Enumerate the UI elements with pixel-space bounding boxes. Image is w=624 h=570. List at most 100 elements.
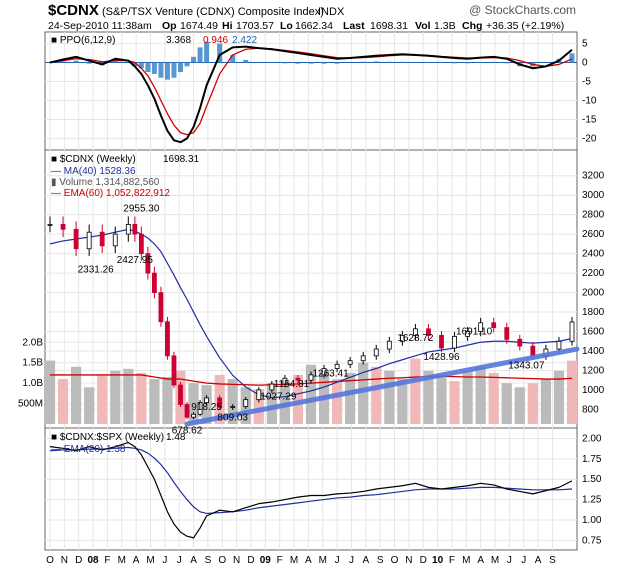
price-candle [452,335,457,349]
last-value: 1698.31 [370,20,408,32]
x-tick-label: N [233,555,240,566]
x-tick-label: N [405,555,412,566]
ppo-histogram-bar [230,54,236,63]
price-candle [308,374,314,381]
price-annotation: 2955.30 [123,204,160,215]
price-candle [73,228,79,250]
x-tick-label: J [507,555,512,566]
price-annotation: 918.25 [191,402,222,413]
volume-bar [188,383,199,424]
volume-tick-label: 1.5B [22,358,43,369]
x-axis: O N D 08 F M A M J J A S O N D 09 F M A M J J A S O N D 10 F M A M J J A S5… [18,39,605,566]
x-tick-label: A [305,555,312,566]
ppo-histogram-bar [171,62,177,78]
volume-bar [475,366,486,424]
ppo-tick-label: -20 [582,133,597,144]
volume-bar [123,368,134,424]
x-tick-label: J [335,555,340,566]
ppo-histogram-bar [112,60,118,63]
volume-bar [253,389,264,424]
volume-bar [423,370,434,424]
price-legend-name: ■ $CDNX (Weekly) [51,154,136,165]
x-tick-label: S [377,555,384,566]
volume-bar [488,372,499,424]
ppo-tick-label: -10 [582,95,597,106]
price-candle [399,335,405,342]
volume-bar [71,366,82,424]
ppo-legend-hist: 2.422 [232,35,257,46]
x-tick-label: A [477,555,484,566]
x-tick-label: 10 [432,555,444,566]
price-candle [347,360,353,365]
volume-bar [345,372,356,424]
price-tick-label: 1800 [582,307,605,318]
volume-tick-label: 2.0B [22,337,43,348]
volume-bar [358,362,369,424]
x-tick-label: M [462,555,470,566]
ppo-histogram-bar [504,62,510,64]
x-tick-label: D [75,555,82,566]
price-tick-label: 2400 [582,249,605,260]
ratio-tick-label: 1.75 [582,454,602,465]
volume-bar [553,370,565,424]
ppo-histogram-bar [569,53,575,63]
index-name: (S&P/TSX Venture (CDNX) Composite Index) [102,6,324,18]
ratio-ema-legend: — EMA(20) 1.38 [51,444,126,455]
x-tick-label: D [420,555,427,566]
price-candle [256,389,262,401]
price-annotation: 1027.29 [260,391,297,402]
price-tick-label: 2600 [582,229,605,240]
vol-label: Vol [415,20,431,32]
price-candle [439,335,444,349]
ppo-histogram-bar [243,59,249,63]
symbol: $CDNX [48,2,99,19]
ratio-ema20-line [49,446,573,515]
ma40-line [49,228,573,399]
ppo-histogram-bar [334,62,340,64]
price-candle [151,272,157,293]
x-tick-label: M [491,555,499,566]
price-candle [491,322,497,329]
price-tick-label: 2200 [582,268,605,279]
price-candle [517,338,523,347]
price-candle [569,321,575,342]
open-value: 1674.49 [180,20,218,32]
x-tick-label: A [133,555,140,566]
volume-bar [371,366,382,424]
price-candle [230,406,236,408]
ratio-legend-value: 1.48 [166,432,186,443]
x-tick-label: F [449,555,455,566]
ppo-histogram-bar [191,56,197,63]
volume-bar [449,381,460,424]
price-annotation: 2331.26 [78,264,115,275]
low-label: Lo [280,20,293,32]
price-annotation: 809.03 [217,413,248,424]
price-candle [112,233,118,247]
volume-bar [410,358,421,424]
price-tick-label: 2800 [582,210,605,221]
volume-bar [514,387,525,424]
ppo-histogram-bar [295,62,301,64]
price-candle [132,224,138,235]
price-candle [138,233,144,255]
ppo-tick-label: -15 [582,114,597,125]
ppo-histogram-bar [151,62,157,74]
price-candle [426,328,431,336]
price-candle [556,340,562,350]
ppo-histogram-bar [465,62,471,64]
ppo-histogram-bar [138,62,144,69]
price-annotation: 2427.95 [117,255,154,266]
low-value: 1662.34 [295,20,333,32]
price-tick-label: 800 [582,404,599,415]
ppo-histogram-bar [158,62,164,78]
ppo-histogram-bar [491,61,497,63]
ppo-legend-ppo: 3.368 [166,35,191,46]
price-annotation: 1263.41 [312,368,349,379]
ppo-histogram-bar [60,61,66,63]
price-candle [412,328,418,336]
x-tick-label: J [177,555,182,566]
ema-volume-legend: — EMA(60) 1,052,822,912 [51,188,170,199]
ratio-tick-label: 2.00 [582,434,602,445]
price-annotation: 1343.07 [508,361,545,372]
ppo-histogram-bar [399,61,405,63]
